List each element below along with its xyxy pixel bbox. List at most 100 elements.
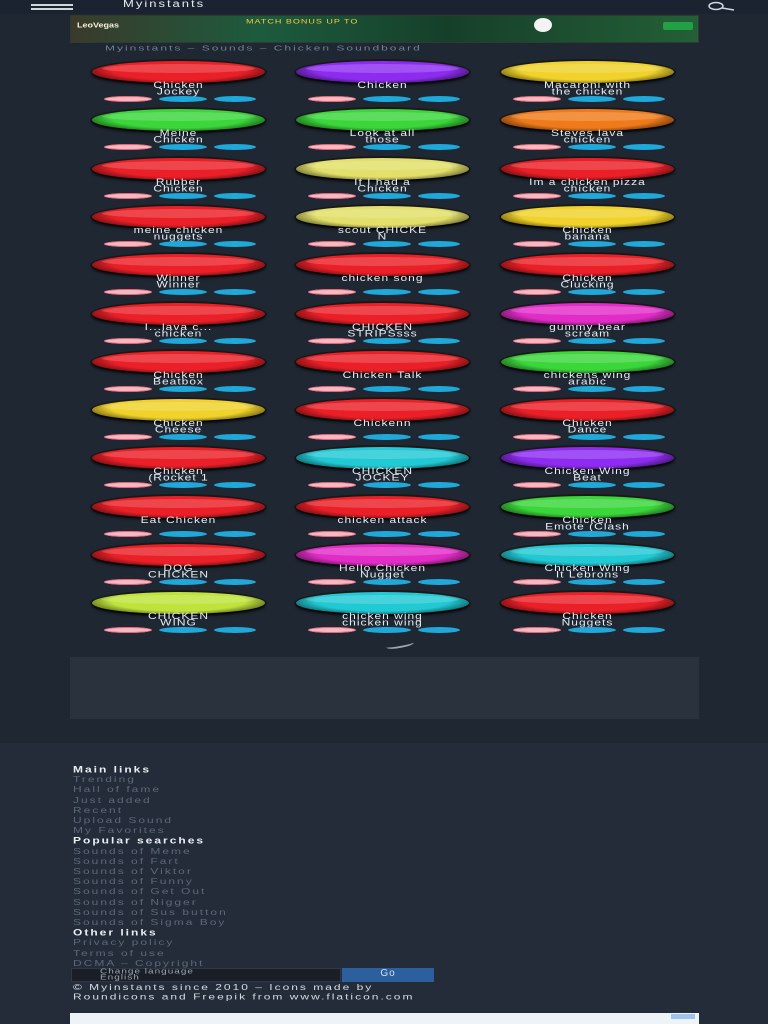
share-icon[interactable]	[363, 240, 411, 247]
share-icon[interactable]	[363, 192, 411, 199]
play-sound-button[interactable]	[296, 495, 469, 518]
download-icon[interactable]	[418, 579, 460, 585]
sound-label[interactable]: Chicken banana	[562, 224, 613, 242]
download-icon[interactable]	[214, 482, 256, 489]
favorite-heart-icon[interactable]	[308, 96, 356, 102]
sound-label[interactable]: scout CHICKE N	[337, 224, 428, 242]
share-icon[interactable]	[159, 144, 207, 151]
share-icon[interactable]	[159, 240, 207, 247]
search-icon[interactable]	[705, 1, 735, 11]
favorite-heart-icon[interactable]	[308, 627, 356, 634]
popular-search-link[interactable]: Sounds of Fart	[73, 855, 180, 866]
sound-label[interactable]: chicken attack	[337, 514, 428, 526]
favorite-heart-icon[interactable]	[513, 289, 561, 296]
play-sound-button[interactable]	[296, 544, 469, 566]
play-sound-button[interactable]	[501, 109, 674, 132]
download-icon[interactable]	[418, 337, 460, 344]
sound-label[interactable]: Chicken Talk	[342, 369, 423, 381]
download-icon[interactable]	[623, 385, 665, 392]
popular-search-link[interactable]: Sounds of Sigma Boy	[73, 917, 227, 928]
favorite-heart-icon[interactable]	[308, 337, 356, 344]
favorite-heart-icon[interactable]	[104, 385, 152, 392]
play-sound-button[interactable]	[296, 205, 469, 228]
sound-label[interactable]: Look at all those	[349, 127, 416, 146]
sound-label[interactable]: gummy bear scream	[549, 321, 626, 339]
play-sound-button[interactable]	[501, 495, 674, 518]
share-icon[interactable]	[363, 96, 411, 102]
download-icon[interactable]	[418, 289, 460, 296]
share-icon[interactable]	[568, 385, 616, 392]
share-icon[interactable]	[568, 434, 616, 441]
download-icon[interactable]	[418, 96, 460, 102]
favorite-heart-icon[interactable]	[104, 144, 152, 151]
play-sound-button[interactable]	[92, 157, 265, 180]
sound-label[interactable]: Chicken Dance	[562, 417, 613, 435]
play-sound-button[interactable]	[92, 254, 265, 277]
share-icon[interactable]	[159, 192, 207, 199]
ad-close-icon[interactable]	[671, 1014, 695, 1019]
play-sound-button[interactable]	[92, 109, 265, 132]
sound-label[interactable]: Chicken (Rocket 1	[148, 466, 209, 484]
popular-search-link[interactable]: Sounds of Sus button	[73, 906, 228, 917]
sound-label[interactable]: Chicken Beatbox	[152, 369, 205, 387]
favorite-heart-icon[interactable]	[308, 482, 356, 489]
play-sound-button[interactable]	[92, 302, 265, 325]
favorite-heart-icon[interactable]	[104, 96, 152, 102]
sound-label[interactable]: Winner Winner	[156, 272, 201, 291]
play-sound-button[interactable]	[92, 399, 265, 422]
share-icon[interactable]	[363, 482, 411, 489]
favorite-heart-icon[interactable]	[308, 240, 356, 247]
share-icon[interactable]	[568, 289, 616, 296]
download-icon[interactable]	[214, 240, 256, 247]
download-icon[interactable]	[418, 482, 460, 489]
download-icon[interactable]	[623, 96, 665, 102]
share-icon[interactable]	[159, 289, 207, 296]
play-sound-button[interactable]	[501, 205, 674, 228]
sound-label[interactable]: Rubber Chicken	[153, 176, 204, 194]
play-sound-button[interactable]	[296, 302, 469, 325]
sound-label[interactable]: Im a chicken pizza chicken	[529, 176, 646, 194]
download-icon[interactable]	[214, 579, 256, 585]
play-sound-button[interactable]	[92, 447, 265, 470]
download-icon[interactable]	[623, 627, 665, 634]
sound-label[interactable]: I...lava c... chicken	[144, 321, 213, 339]
play-sound-button[interactable]	[501, 61, 674, 83]
favorite-heart-icon[interactable]	[104, 434, 152, 441]
sound-label[interactable]: chickens wing arabic	[543, 369, 632, 387]
sound-label[interactable]: Chicken Nuggets	[561, 610, 614, 629]
download-icon[interactable]	[418, 240, 460, 247]
favorite-heart-icon[interactable]	[308, 289, 356, 296]
favorite-heart-icon[interactable]	[104, 530, 152, 537]
download-icon[interactable]	[418, 530, 460, 537]
sound-label[interactable]: CHICKEN WING	[147, 610, 209, 629]
sound-label[interactable]: Chicken Jockey	[153, 79, 204, 97]
sound-label[interactable]: Hello Chicken Nugget	[338, 562, 427, 580]
site-brand[interactable]: Myinstants	[123, 0, 206, 9]
play-sound-button[interactable]	[501, 350, 674, 373]
download-icon[interactable]	[623, 337, 665, 344]
footer-link[interactable]: DCMA – Copyright	[73, 957, 205, 968]
favorite-heart-icon[interactable]	[513, 482, 561, 489]
download-icon[interactable]	[214, 289, 256, 296]
share-icon[interactable]	[159, 627, 207, 634]
download-icon[interactable]	[418, 627, 460, 634]
share-icon[interactable]	[159, 530, 207, 537]
favorite-heart-icon[interactable]	[513, 385, 561, 392]
ad-cta-button[interactable]	[663, 22, 693, 30]
favorite-heart-icon[interactable]	[308, 434, 356, 441]
sound-label[interactable]: Chicken Emote (Clash	[545, 514, 630, 532]
favorite-heart-icon[interactable]	[104, 337, 152, 344]
share-icon[interactable]	[568, 192, 616, 199]
favorite-heart-icon[interactable]	[104, 192, 152, 199]
share-icon[interactable]	[159, 434, 207, 441]
footer-link[interactable]: Terms of use	[73, 947, 166, 958]
footer-link[interactable]: Just added	[73, 794, 152, 805]
language-select[interactable]: Change language English	[71, 968, 341, 982]
share-icon[interactable]	[159, 385, 207, 392]
footer-link[interactable]: Upload Sound	[73, 815, 174, 826]
favorite-heart-icon[interactable]	[104, 289, 152, 296]
download-icon[interactable]	[214, 144, 256, 151]
favorite-heart-icon[interactable]	[513, 96, 561, 102]
play-sound-button[interactable]	[296, 254, 469, 277]
sound-label[interactable]: Meine Chicken	[153, 127, 204, 146]
